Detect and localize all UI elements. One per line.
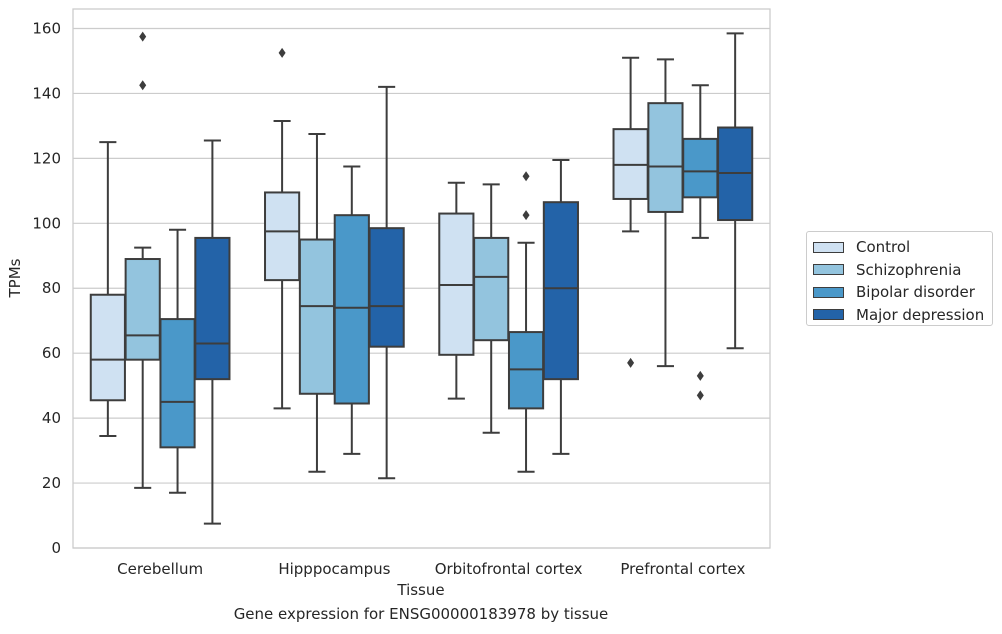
- x-tick-label: Orbitofrontal cortex: [435, 560, 583, 578]
- box-iqr: [89, 293, 126, 402]
- box-schizophrenia: [124, 31, 161, 489]
- box-major-depression: [717, 32, 754, 350]
- outlier-point: [696, 390, 704, 401]
- outlier-point: [522, 210, 530, 221]
- legend-label: Control: [856, 238, 911, 257]
- y-tick-label: 140: [32, 84, 61, 102]
- box-iqr: [647, 102, 684, 213]
- legend-swatch: [813, 264, 844, 276]
- x-tick-label: Cerebellum: [117, 560, 203, 578]
- box-schizophrenia: [298, 133, 336, 473]
- legend-swatch: [813, 241, 844, 253]
- box-iqr: [333, 214, 370, 405]
- box-control: [438, 181, 475, 400]
- box-iqr: [124, 258, 161, 361]
- legend-item: Major depression: [813, 304, 992, 327]
- box-bipolar-disorder: [507, 171, 545, 473]
- y-tick-label: 100: [32, 214, 61, 232]
- y-axis-ticks: 0 20 40 60 80 100 120 140 160: [32, 19, 61, 557]
- x-axis-title: Tissue: [396, 581, 444, 599]
- box-bipolar-disorder: [333, 165, 370, 455]
- box-iqr: [264, 191, 301, 282]
- legend-label: Schizophrenia: [856, 260, 962, 279]
- y-tick-label: 20: [42, 474, 61, 492]
- box-bipolar-disorder: [159, 228, 196, 494]
- y-tick-label: 60: [42, 344, 61, 362]
- chart-caption: Gene expression for ENSG00000183978 by t…: [233, 605, 609, 623]
- box-iqr: [473, 236, 510, 342]
- box-iqr: [298, 238, 336, 395]
- outlier-point: [522, 171, 530, 182]
- legend-label: Bipolar disorder: [856, 283, 975, 302]
- box-schizophrenia: [473, 183, 510, 434]
- box-groups: [89, 31, 754, 525]
- outlier-point: [627, 357, 635, 368]
- x-axis-ticks: Cerebellum Hipppocampus Orbitofrontal cort…: [117, 560, 745, 578]
- box-iqr: [682, 137, 719, 199]
- y-tick-label: 160: [32, 19, 61, 37]
- legend-swatch: [813, 286, 844, 298]
- x-tick-label: Prefrontal cortex: [620, 560, 745, 578]
- legend-item: Bipolar disorder: [813, 281, 992, 304]
- box-iqr: [159, 318, 196, 449]
- box-iqr: [542, 201, 579, 381]
- box-major-depression: [194, 139, 231, 525]
- outlier-point: [139, 80, 147, 91]
- legend-item: Control: [813, 236, 992, 259]
- legend: Control Schizophrenia Bipolar disorder Majo…: [806, 231, 993, 326]
- box-iqr: [194, 236, 231, 381]
- y-tick-label: 80: [42, 279, 61, 297]
- box-schizophrenia: [647, 58, 684, 368]
- outlier-point: [696, 370, 704, 381]
- legend-item: Schizophrenia: [813, 259, 992, 282]
- y-tick-label: 0: [51, 539, 61, 557]
- plot-area: [72, 8, 771, 549]
- y-tick-label: 120: [32, 149, 61, 167]
- x-tick-label: Hipppocampus: [278, 560, 390, 578]
- box-major-depression: [542, 158, 579, 455]
- outlier-point: [278, 47, 286, 58]
- outlier-point: [139, 31, 147, 42]
- box-bipolar-disorder: [682, 84, 719, 401]
- legend-label: Major depression: [856, 305, 985, 324]
- box-major-depression: [368, 85, 405, 480]
- box-iqr: [368, 227, 405, 348]
- y-axis-title: TPMs: [6, 258, 24, 298]
- box-control: [264, 47, 301, 410]
- y-tick-label: 40: [42, 409, 61, 427]
- legend-swatch: [813, 309, 844, 321]
